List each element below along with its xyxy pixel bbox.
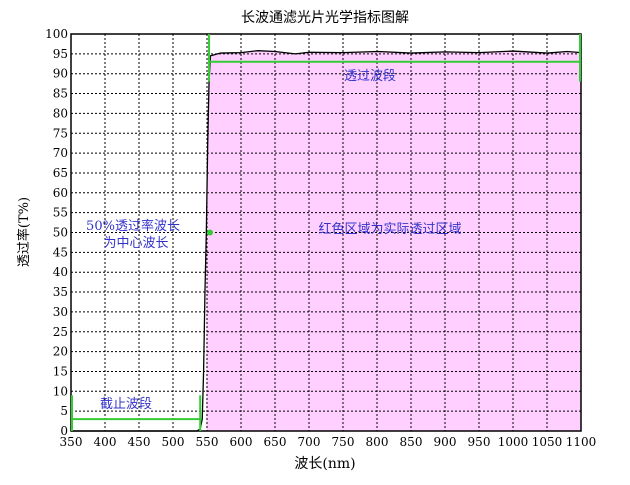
cutoff-label: 截止波段: [100, 397, 152, 412]
y-tick-label: 15: [53, 364, 68, 378]
center-wavelength-point: [207, 229, 213, 236]
x-tick-label: 700: [298, 435, 321, 449]
y-tick-label: 60: [53, 186, 68, 200]
x-tick-label: 950: [468, 435, 491, 449]
y-tick-label: 35: [53, 285, 68, 299]
x-tick-label: 1000: [498, 435, 529, 449]
y-tick-label: 10: [53, 384, 68, 398]
x-tick-label: 650: [264, 435, 287, 449]
y-tick-label: 50: [53, 226, 68, 240]
y-tick-label: 75: [53, 126, 68, 140]
x-tick-label: 750: [332, 435, 355, 449]
x-tick-label: 600: [230, 435, 253, 449]
y-tick-label: 55: [53, 206, 68, 220]
y-tick-label: 100: [45, 27, 68, 41]
y-tick-label: 20: [53, 345, 68, 359]
x-tick-label: 350: [60, 435, 83, 449]
x-tick-label: 1100: [566, 435, 597, 449]
x-tick-label: 1050: [532, 435, 563, 449]
x-tick-label: 500: [162, 435, 185, 449]
x-tick-label: 850: [400, 435, 423, 449]
center-label-line1: 50%透过率波长: [86, 218, 180, 234]
transmission-fill-area: [206, 50, 581, 431]
y-tick-label: 0: [60, 424, 68, 438]
x-tick-label: 550: [196, 435, 219, 449]
region-label: 红色区域为实际透过区域: [318, 221, 461, 237]
y-tick-label: 5: [60, 404, 68, 418]
y-tick-label: 45: [53, 245, 68, 259]
plot-frame: [70, 33, 582, 432]
y-tick-label: 65: [53, 166, 68, 180]
y-tick-label: 85: [53, 87, 68, 101]
y-tick-label: 40: [53, 265, 68, 279]
y-tick-label: 70: [53, 146, 68, 160]
y-tick-label: 95: [53, 47, 68, 61]
x-tick-label: 900: [434, 435, 457, 449]
y-tick-label: 30: [53, 305, 68, 319]
y-tick-label: 80: [53, 106, 68, 120]
x-tick-label: 400: [94, 435, 117, 449]
passband-label: 透过波段: [344, 69, 396, 84]
y-axis-label: 透过率(T%): [16, 197, 32, 267]
x-tick-label: 450: [128, 435, 151, 449]
y-tick-label: 90: [53, 67, 68, 81]
x-tick-label: 800: [366, 435, 389, 449]
center-label-line2: 为中心波长: [103, 236, 168, 251]
x-axis-label: 波长(nm): [294, 456, 355, 472]
transmission-curve: [71, 50, 582, 432]
chart-title: 长波通滤光片光学指标图解: [241, 10, 409, 26]
y-tick-label: 25: [53, 325, 68, 339]
